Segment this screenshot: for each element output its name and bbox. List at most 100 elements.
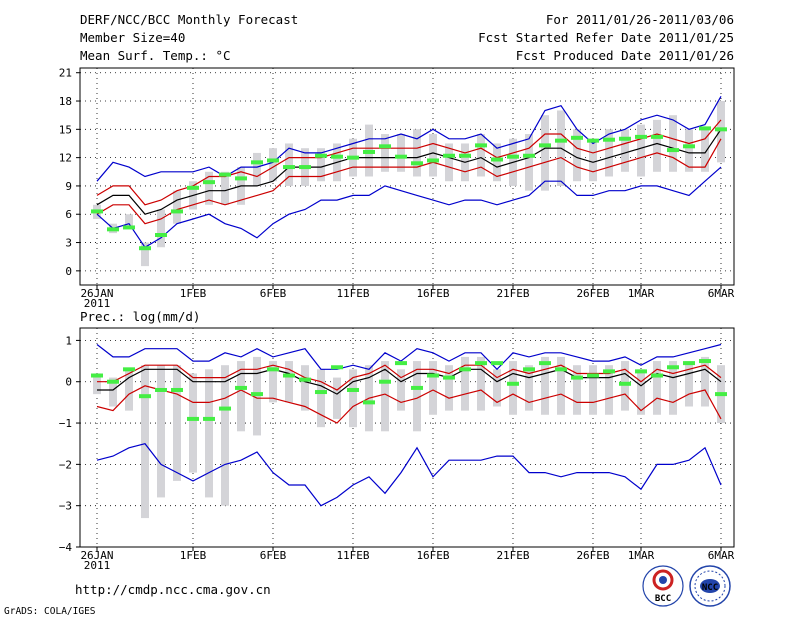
x-tick-label: 1FEB bbox=[180, 549, 207, 562]
y-tick-label: 1 bbox=[65, 334, 72, 347]
precipitation-panel: 1 0 −1 −2 −3 −4 26JAN 1FEB 6FEB 11FEB 16FEB 21FEB 26… bbox=[59, 327, 735, 572]
series-line-lower bbox=[96, 138, 722, 225]
spread-box bbox=[125, 369, 133, 411]
observed-marker bbox=[635, 369, 647, 374]
observed-marker bbox=[203, 180, 215, 185]
spread-box bbox=[173, 365, 181, 481]
series-line-upper bbox=[97, 364, 722, 391]
observed-marker bbox=[107, 227, 119, 232]
series-line-mean bbox=[97, 368, 722, 395]
x-tick-label: 6MAR bbox=[708, 549, 735, 562]
bcc-logo-text: BCC bbox=[655, 594, 671, 604]
observed-marker bbox=[571, 375, 583, 380]
x-year-label: 2011 bbox=[84, 559, 111, 572]
spread-box bbox=[525, 365, 533, 411]
spread-box bbox=[253, 152, 261, 186]
observed-marker bbox=[651, 373, 663, 378]
y-tick-label: −4 bbox=[59, 541, 73, 554]
observed-marker bbox=[459, 153, 471, 158]
spread-box bbox=[717, 101, 725, 163]
observed-marker bbox=[123, 225, 135, 230]
observed-marker bbox=[267, 367, 279, 372]
spread-box bbox=[381, 361, 389, 432]
series-line-upper bbox=[96, 119, 722, 206]
source-url[interactable]: http://cmdp.ncc.cma.gov.cn bbox=[75, 582, 271, 597]
observed-marker bbox=[315, 153, 327, 158]
observed-marker bbox=[619, 381, 631, 386]
observed-marker bbox=[219, 172, 231, 177]
observed-marker bbox=[347, 155, 359, 160]
spread-box bbox=[317, 369, 325, 428]
observed-marker bbox=[539, 143, 551, 148]
observed-marker bbox=[651, 134, 663, 139]
plot-frame bbox=[79, 67, 735, 286]
x-tick-label: 26JAN bbox=[80, 287, 113, 300]
observed-marker bbox=[427, 373, 439, 378]
observed-marker bbox=[475, 143, 487, 148]
series-line-min bbox=[96, 443, 722, 507]
spread-box bbox=[237, 361, 245, 432]
series-line-min bbox=[96, 166, 722, 249]
spread-box bbox=[381, 134, 389, 172]
observed-marker bbox=[347, 387, 359, 392]
observed-marker bbox=[395, 361, 407, 366]
observed-marker bbox=[667, 148, 679, 153]
observed-marker bbox=[283, 165, 295, 170]
spread-box bbox=[93, 373, 101, 395]
x-tick-label: 21FEB bbox=[496, 287, 529, 300]
spread-box bbox=[589, 365, 597, 415]
spread-box bbox=[653, 119, 661, 172]
spread-box bbox=[413, 129, 421, 177]
spread-box bbox=[269, 361, 277, 403]
observed-marker bbox=[715, 127, 727, 132]
observed-marker bbox=[363, 149, 375, 154]
observed-marker bbox=[235, 385, 247, 390]
spread-box bbox=[685, 361, 693, 407]
spread-box bbox=[173, 190, 181, 224]
x-tick-label: 11FEB bbox=[336, 549, 369, 562]
y-tick-label: 6 bbox=[65, 208, 72, 221]
x-tick-label: 6FEB bbox=[260, 287, 287, 300]
spread-box bbox=[621, 129, 629, 172]
observed-marker bbox=[555, 138, 567, 143]
observed-marker bbox=[667, 365, 679, 370]
observed-marker bbox=[187, 185, 199, 190]
observed-marker bbox=[411, 161, 423, 166]
temperature-panel: 0 3 6 9 12 15 18 21 26JAN 1FEB 6FEB 11FEB 16FEB 21FEB… bbox=[59, 67, 735, 310]
spread-box bbox=[205, 369, 213, 498]
observed-marker bbox=[139, 394, 151, 399]
x-tick-label: 6MAR bbox=[708, 287, 735, 300]
observed-marker bbox=[251, 392, 263, 397]
observed-marker bbox=[379, 144, 391, 149]
x-tick-label: 1FEB bbox=[180, 287, 207, 300]
observed-marker bbox=[683, 144, 695, 149]
y-tick-label: 0 bbox=[65, 376, 72, 389]
observed-marker bbox=[683, 361, 695, 366]
y-tick-label: 0 bbox=[65, 265, 72, 278]
plot-frame bbox=[79, 327, 735, 548]
observed-marker bbox=[267, 158, 279, 163]
series-line-max bbox=[96, 343, 722, 371]
spread-box bbox=[397, 369, 405, 411]
observed-marker bbox=[491, 361, 503, 366]
spread-box bbox=[141, 242, 149, 267]
observed-marker bbox=[171, 387, 183, 392]
spread-box bbox=[445, 365, 453, 411]
observed-marker bbox=[411, 385, 423, 390]
observed-marker bbox=[587, 138, 599, 143]
spread-box bbox=[157, 365, 165, 498]
forecast-produced-date: Fcst Produced Date 2011/01/26 bbox=[516, 48, 734, 63]
observed-marker bbox=[587, 373, 599, 378]
observed-marker bbox=[155, 232, 167, 237]
observed-marker bbox=[331, 365, 343, 370]
spread-box bbox=[573, 129, 581, 182]
member-size: Member Size=40 bbox=[80, 30, 185, 45]
observed-marker bbox=[507, 381, 519, 386]
observed-marker bbox=[571, 135, 583, 140]
figure-title: DERF/NCC/BCC Monthly Forecast bbox=[80, 12, 298, 27]
x-tick-label: 26FEB bbox=[576, 287, 609, 300]
observed-marker bbox=[603, 369, 615, 374]
observed-marker bbox=[203, 416, 215, 421]
spread-box bbox=[541, 115, 549, 191]
